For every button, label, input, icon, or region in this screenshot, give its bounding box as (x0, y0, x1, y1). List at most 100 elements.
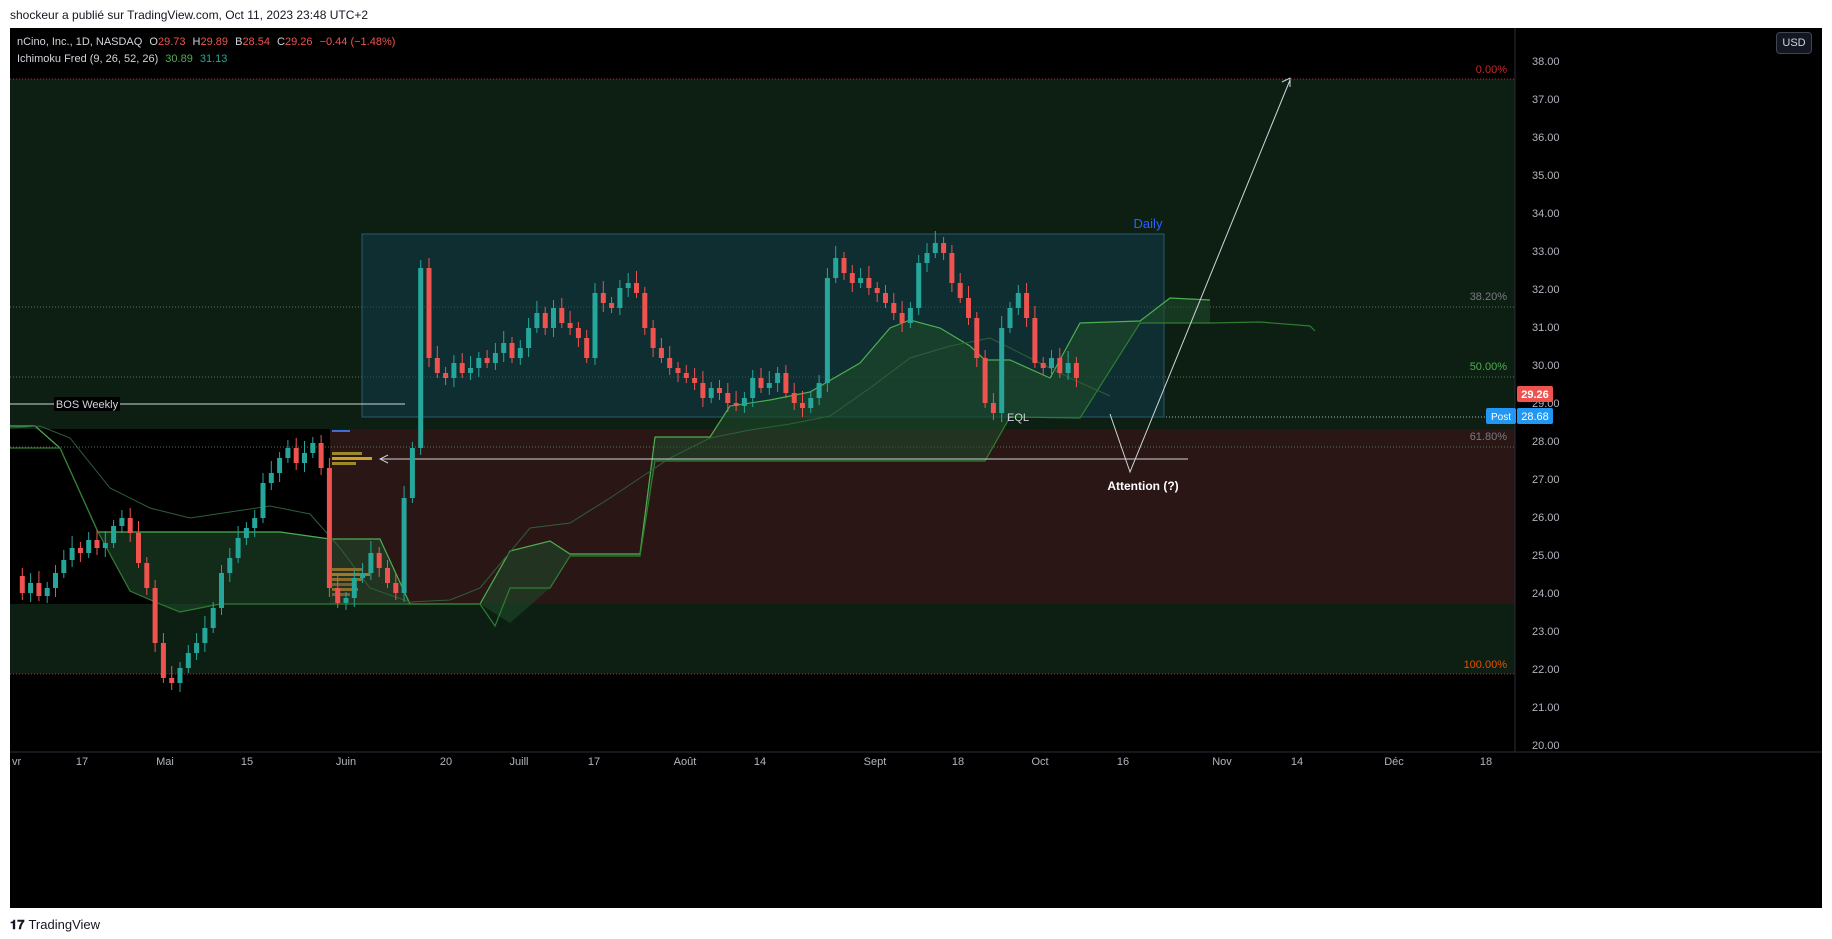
candle-body (791, 393, 797, 403)
chart-area[interactable]: BOS Weekly 0.00% 38.20% 50.00% 61.80% 10… (10, 28, 1822, 908)
price-tick-label: 20.00 (1532, 740, 1560, 752)
candle-body (717, 388, 722, 393)
currency-button[interactable]: USD (1776, 32, 1812, 54)
high-label: H (192, 36, 201, 48)
close-label: C (277, 36, 285, 48)
attention-label: Attention (?) (1107, 479, 1178, 493)
time-tick-label: 15 (241, 756, 253, 768)
close-value: 29.26 (284, 36, 313, 48)
candle-body (534, 313, 540, 328)
candle-body (169, 678, 175, 683)
candle-body (36, 583, 42, 596)
low-label: B (235, 36, 243, 48)
candle-body (111, 526, 117, 543)
candle-body (542, 313, 548, 328)
indicator-label[interactable]: Ichimoku Fred (9, 26, 52, 26) (17, 53, 159, 65)
candle-body (858, 278, 864, 283)
candle-body (343, 598, 349, 603)
candle-body (252, 518, 258, 528)
daily-label: Daily (1134, 216, 1163, 231)
candle-body (584, 338, 590, 358)
symbol-label[interactable]: nCino, Inc., 1D, NASDAQ (17, 36, 143, 48)
price-tick-label: 27.00 (1532, 474, 1560, 486)
candle-body (990, 403, 996, 413)
candle-body (650, 328, 656, 348)
candle-body (185, 653, 191, 668)
candle-body (434, 358, 440, 373)
time-tick-label: 18 (952, 756, 964, 768)
candle-body (1015, 293, 1021, 308)
candle-body (194, 643, 200, 653)
candlestick-series (19, 231, 1079, 692)
price-tick-label: 30.00 (1532, 360, 1560, 372)
candle-body (941, 243, 947, 253)
fib-label-382: 38.20% (1470, 291, 1508, 303)
candle-body (44, 588, 50, 596)
candle-body (335, 588, 341, 603)
candle-body (235, 538, 241, 558)
candle-body (559, 308, 565, 323)
price-tick-label: 24.00 (1532, 588, 1560, 600)
candle-body (326, 468, 332, 588)
time-axis[interactable]: vr 17 Mai 15 Juin 20 Juill 17 Août 14 Sept 18 Oct 16 N… (12, 756, 1492, 768)
open-label: O (149, 36, 158, 48)
candle-body (1032, 318, 1038, 363)
candle-body (526, 328, 532, 348)
time-tick-label: 16 (1117, 756, 1129, 768)
time-tick-label: Oct (1031, 756, 1048, 768)
indicator-row: Ichimoku Fred (9, 26, 52, 26) 30.89 31.1… (17, 51, 395, 68)
indicator-value-2: 31.13 (199, 53, 228, 65)
bos-weekly-label: BOS Weekly (56, 399, 119, 411)
candle-body (725, 393, 731, 403)
candle-body (401, 498, 407, 593)
candle-body (351, 578, 357, 598)
candle-body (127, 518, 133, 533)
candle-body (692, 378, 698, 383)
candle-body (907, 308, 913, 323)
candle-body (293, 448, 299, 463)
candle-body (758, 378, 764, 388)
change-value: −0.44 (−1.48%) (319, 36, 396, 48)
price-tick-label: 32.00 (1532, 284, 1560, 296)
candle-body (600, 293, 606, 303)
candle-body (277, 458, 283, 473)
fib-label-50: 50.00% (1470, 361, 1508, 373)
tradingview-logo[interactable]: 𝟏𝟕 TradingView (10, 917, 100, 933)
candle-body (932, 243, 938, 253)
fib-label-618: 61.80% (1470, 431, 1508, 443)
candle-body (144, 563, 150, 588)
candle-body (775, 373, 781, 383)
candle-body (53, 573, 58, 588)
candle-body (468, 368, 473, 373)
candle-body (459, 363, 465, 373)
candle-body (708, 388, 714, 398)
candle-body (675, 368, 681, 373)
candle-body (658, 348, 664, 358)
candle-body (891, 303, 897, 313)
tv-logo-icon: 𝟏𝟕 (10, 917, 25, 932)
candle-body (210, 608, 216, 628)
post-label: Post (1491, 412, 1511, 423)
time-tick-label: Déc (1384, 756, 1404, 768)
time-tick-label: 14 (1291, 756, 1303, 768)
candle-body (957, 283, 963, 298)
high-value: 29.89 (200, 36, 229, 48)
candle-body (426, 268, 432, 358)
candle-body (824, 278, 830, 383)
candle-body (808, 398, 814, 408)
candle-body (310, 443, 316, 453)
price-tick-label: 25.00 (1532, 550, 1560, 562)
time-tick-label: Sept (864, 756, 887, 768)
candle-body (866, 278, 872, 288)
price-tick-label: 28.00 (1532, 436, 1560, 448)
candle-body (492, 353, 498, 363)
time-tick-label: 20 (440, 756, 452, 768)
candle-body (177, 668, 183, 683)
publisher-line: shockeur a publié sur TradingView.com, O… (10, 8, 369, 22)
price-tick-label: 33.00 (1532, 246, 1560, 258)
candle-body (202, 628, 208, 643)
candle-body (551, 308, 556, 328)
fib-label-100: 100.00% (1464, 659, 1508, 671)
price-axis[interactable]: 38.00 37.00 36.00 35.00 34.00 33.00 32.00 31.00… (1532, 56, 1560, 752)
chart-svg[interactable]: BOS Weekly 0.00% 38.20% 50.00% 61.80% 10… (10, 28, 1822, 908)
